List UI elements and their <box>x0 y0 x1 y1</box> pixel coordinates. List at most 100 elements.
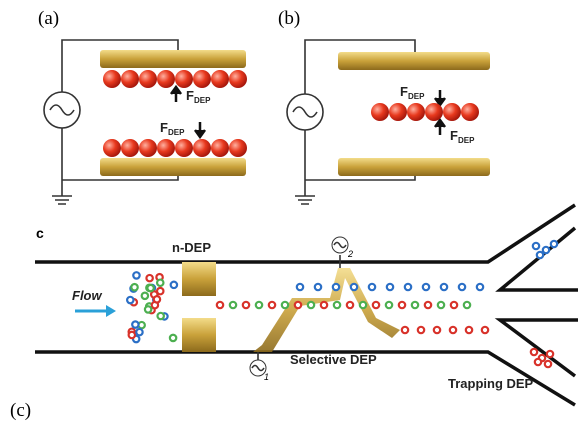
particle <box>438 302 444 308</box>
particle <box>256 302 262 308</box>
particle <box>535 359 541 365</box>
sphere <box>371 103 389 121</box>
particle <box>269 302 275 308</box>
particle <box>423 284 429 290</box>
particle <box>334 302 340 308</box>
source-index: 1 <box>264 372 269 382</box>
particle <box>425 302 431 308</box>
particle <box>347 302 353 308</box>
arrow <box>435 90 445 105</box>
sphere <box>139 139 157 157</box>
particle <box>369 284 375 290</box>
particle <box>282 302 288 308</box>
particle <box>547 351 553 357</box>
sphere <box>121 70 139 88</box>
particle <box>243 302 249 308</box>
particle <box>170 335 176 341</box>
particle <box>171 282 177 288</box>
particle <box>373 302 379 308</box>
particle <box>531 349 537 355</box>
sphere <box>211 139 229 157</box>
force-label: FDEP <box>186 88 211 105</box>
sphere <box>121 139 139 157</box>
arrow <box>435 120 445 135</box>
particle <box>154 296 160 302</box>
particle <box>405 284 411 290</box>
particle <box>308 302 314 308</box>
particle <box>157 313 163 319</box>
particle <box>145 306 151 312</box>
particle <box>441 284 447 290</box>
particle <box>321 302 327 308</box>
particle <box>477 284 483 290</box>
particle <box>147 285 153 291</box>
force-label: FDEP <box>450 128 475 145</box>
particle <box>402 327 408 333</box>
sphere <box>157 70 175 88</box>
sphere <box>193 70 211 88</box>
force-label: FDEP <box>160 120 185 137</box>
sphere <box>425 103 443 121</box>
particle <box>157 280 163 286</box>
arrow <box>171 87 181 102</box>
particle <box>545 361 551 367</box>
particle <box>399 302 405 308</box>
particle <box>315 284 321 290</box>
sphere <box>389 103 407 121</box>
particle <box>418 327 424 333</box>
sphere <box>103 70 121 88</box>
particle <box>412 302 418 308</box>
particle <box>360 302 366 308</box>
particle <box>133 272 139 278</box>
particle <box>434 327 440 333</box>
particle <box>217 302 223 308</box>
trapping-label: Trapping DEP <box>448 376 534 391</box>
arrow <box>195 122 205 137</box>
particle <box>230 302 236 308</box>
particle <box>459 284 465 290</box>
particle <box>551 241 557 247</box>
particle <box>533 243 539 249</box>
particle <box>146 275 152 281</box>
caption: (c) <box>10 400 31 421</box>
sphere <box>103 139 121 157</box>
sphere <box>407 103 425 121</box>
particle <box>297 284 303 290</box>
particle <box>450 327 456 333</box>
particle <box>333 284 339 290</box>
particle <box>466 327 472 333</box>
sphere <box>193 139 211 157</box>
channel <box>35 205 578 405</box>
particle <box>129 332 135 338</box>
particle <box>131 284 137 290</box>
sphere <box>229 139 247 157</box>
electrode-label: n-DEP <box>172 240 211 255</box>
flow-label: Flow <box>72 288 102 303</box>
particle <box>386 302 392 308</box>
sphere <box>175 70 193 88</box>
sphere <box>211 70 229 88</box>
panel-label: (a) <box>38 8 59 29</box>
sphere <box>139 70 157 88</box>
figure: (a) FDEP FDEP (b) FDEP FDEP c n-DEP Flow… <box>0 0 578 432</box>
source-index: 2 <box>347 249 353 259</box>
panel-label: (b) <box>278 8 300 29</box>
particle <box>464 302 470 308</box>
particle <box>387 284 393 290</box>
panel-letter: c <box>36 225 44 241</box>
particle <box>543 247 549 253</box>
particle <box>451 302 457 308</box>
selective-label: Selective DEP <box>290 352 377 367</box>
particle <box>132 321 138 327</box>
particle <box>295 302 301 308</box>
particle <box>127 297 133 303</box>
particle <box>537 252 543 258</box>
circuit-a <box>44 40 246 204</box>
particle <box>351 284 357 290</box>
sphere <box>443 103 461 121</box>
particle <box>482 327 488 333</box>
circuit-b <box>287 40 490 204</box>
sphere <box>157 139 175 157</box>
particle <box>136 329 142 335</box>
sphere <box>229 70 247 88</box>
